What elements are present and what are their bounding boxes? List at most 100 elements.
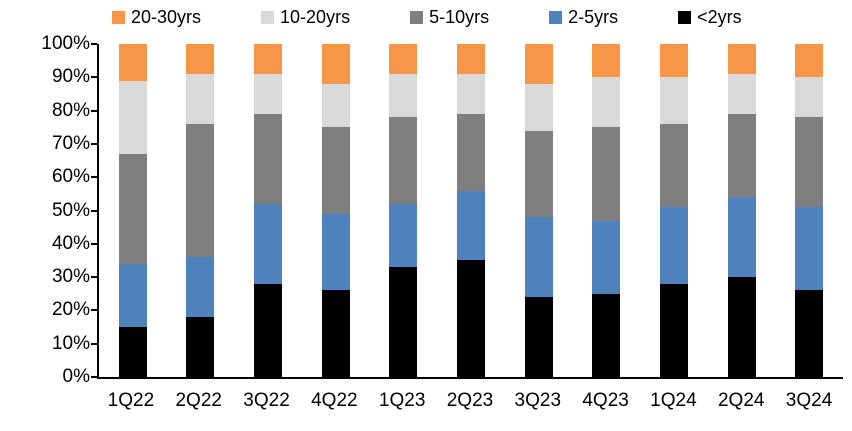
legend-label: 2-5yrs	[568, 7, 619, 27]
x-tick-label-1q22: 1Q22	[107, 390, 155, 411]
bar-segment-20-30yrs	[795, 44, 824, 78]
bar-segment-20-30yrs	[389, 44, 418, 74]
bar-segment-5-10yrs	[795, 117, 824, 208]
bar-segment-20-30yrs	[727, 44, 756, 74]
bar-segment-20-30yrs	[457, 44, 486, 74]
bar-column-2q22	[167, 44, 235, 377]
stacked-bar-4q23	[592, 44, 621, 377]
bar-column-3q24	[775, 44, 843, 377]
stacked-bar-1q24	[659, 44, 688, 377]
y-tick-label: 80%	[51, 99, 90, 121]
bar-segment-2-5yrs	[727, 197, 756, 278]
bar-segment-20-30yrs	[592, 44, 621, 78]
legend-swatch-icon	[261, 10, 275, 24]
bar-segment-2yrs	[457, 260, 486, 377]
stacked-bar-3q23	[524, 44, 553, 377]
bar-segment-10-20yrs	[389, 74, 418, 118]
bar-segment-5-10yrs	[727, 113, 756, 198]
bar-segment-10-20yrs	[457, 74, 486, 114]
bar-segment-2yrs	[254, 283, 283, 377]
bar-segment-20-30yrs	[254, 44, 283, 74]
bar-segment-10-20yrs	[321, 83, 350, 128]
bar-column-1q23	[370, 44, 438, 377]
bar-segment-5-10yrs	[186, 123, 215, 258]
bar-segment-10-20yrs	[659, 77, 688, 124]
legend-swatch-icon	[549, 10, 563, 24]
bar-column-2q24	[708, 44, 776, 377]
legend-item-10-20yrs: 10-20yrs	[261, 7, 350, 27]
bar-segment-2yrs	[321, 290, 350, 377]
y-tick-mark	[91, 176, 97, 179]
legend-item-5-10yrs: 5-10yrs	[410, 7, 489, 27]
y-tick-label: 70%	[51, 132, 90, 154]
x-tick-label-2q24: 2Q24	[717, 390, 765, 411]
y-tick-label: 20%	[51, 299, 90, 321]
bar-segment-2-5yrs	[659, 207, 688, 284]
bar-column-1q24	[640, 44, 708, 377]
legend-swatch-icon	[112, 10, 125, 24]
bar-segment-10-20yrs	[254, 74, 283, 114]
y-tick-mark	[91, 43, 97, 45]
bar-segment-10-20yrs	[795, 77, 824, 118]
y-tick-mark	[91, 142, 97, 145]
stacked-bar-2q22	[186, 44, 215, 377]
bar-segment-2-5yrs	[457, 190, 486, 261]
bar-segment-5-10yrs	[592, 127, 621, 221]
legend-swatch-icon	[678, 10, 692, 24]
bar-segment-2yrs	[727, 277, 756, 377]
bar-segment-2-5yrs	[186, 257, 215, 318]
bar-column-3q23	[505, 44, 573, 377]
y-tick-mark	[91, 209, 97, 212]
bar-segment-5-10yrs	[524, 130, 553, 218]
bar-segment-20-30yrs	[186, 44, 215, 74]
bar-column-4q23	[572, 44, 640, 377]
stacked-bar-1q23	[389, 44, 418, 377]
plot-area	[97, 44, 843, 379]
bar-column-4q22	[302, 44, 370, 377]
legend-label: <2yrs	[697, 7, 742, 27]
x-tick-label-4q23: 4Q23	[582, 390, 629, 411]
bar-segment-2yrs	[659, 283, 688, 377]
x-tick-label-2q22: 2Q22	[175, 390, 222, 411]
bar-segment-2-5yrs	[524, 217, 553, 298]
bar-segment-2-5yrs	[321, 213, 350, 291]
bar-segment-2-5yrs	[795, 207, 824, 291]
bar-segment-5-10yrs	[457, 113, 486, 191]
bar-segment-10-20yrs	[524, 84, 553, 131]
x-tick-label-3q22: 3Q22	[243, 390, 290, 411]
bar-segment-5-10yrs	[254, 113, 283, 204]
legend-item-20-30yrs: 20-30yrs	[112, 7, 201, 27]
x-tick-label-1q24: 1Q24	[650, 390, 697, 411]
y-tick-mark	[91, 342, 97, 345]
x-tick-label-2q23: 2Q23	[446, 390, 494, 411]
x-axis: 1Q22 2Q22 3Q22 4Q22 1Q23 2Q23 3Q23 4Q23 1Q24 2Q24…	[97, 390, 843, 412]
legend-item-2yrs: <2yrs	[678, 7, 742, 27]
legend-label: 20-30yrs	[131, 7, 202, 27]
stacked-bar-3q22	[254, 44, 283, 377]
y-tick-mark	[91, 242, 97, 245]
bar-segment-2yrs	[186, 317, 215, 377]
bar-column-1q22	[99, 44, 167, 377]
stacked-bar-1q22	[118, 44, 147, 377]
legend-label: 5-10yrs	[429, 7, 490, 27]
bar-segment-5-10yrs	[118, 153, 147, 264]
bar-column-3q22	[234, 44, 302, 377]
y-tick-label: 0%	[62, 366, 90, 387]
bar-segment-20-30yrs	[524, 44, 553, 84]
bar-segment-5-10yrs	[659, 123, 688, 208]
y-tick-label: 50%	[51, 199, 90, 221]
legend-label: 10-20yrs	[280, 7, 351, 27]
x-tick-label-3q23: 3Q23	[514, 390, 562, 411]
bar-segment-20-30yrs	[659, 44, 688, 78]
stacked-bar-4q22	[321, 44, 350, 377]
x-tick-label-4q22: 4Q22	[311, 390, 358, 411]
y-tick-label: 40%	[51, 232, 90, 254]
y-tick-mark	[91, 276, 97, 279]
y-tick-mark	[91, 76, 97, 79]
y-tick-mark	[91, 376, 97, 378]
bar-segment-10-20yrs	[592, 77, 621, 128]
x-tick-label-3q24: 3Q24	[785, 390, 833, 411]
bar-segment-10-20yrs	[118, 80, 147, 154]
chart-legend: 20-30yrs 10-20yrs 5-10yrs 2-5yrs <2yrs	[112, 7, 742, 27]
